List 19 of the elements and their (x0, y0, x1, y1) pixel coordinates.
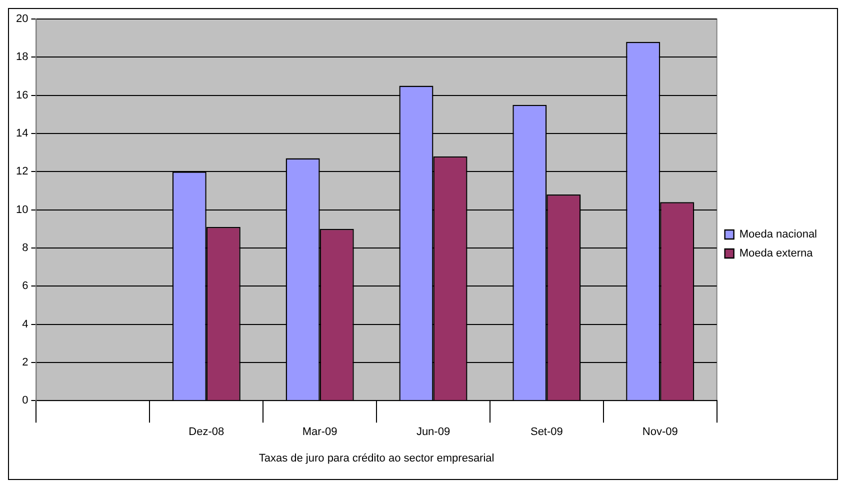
y-tick-label: 8 (22, 242, 28, 254)
y-tick-label: 16 (16, 89, 28, 102)
y-tick-label: 10 (16, 204, 28, 216)
x-tick-label: Jun-09 (416, 426, 450, 438)
y-tick-label: 6 (22, 280, 28, 292)
y-tick-label: 12 (16, 166, 28, 178)
x-tick-label: Nov-09 (642, 426, 678, 438)
legend-label: Moeda nacional (739, 228, 818, 241)
y-tick-label: 18 (16, 51, 28, 64)
legend-label: Moeda externa (739, 248, 814, 260)
y-tick-label: 0 (22, 394, 28, 407)
x-axis-title: Taxas de juro para crédito ao sector empresarial (258, 452, 494, 464)
x-tick-label: Dez-08 (188, 426, 224, 438)
y-tick-label: 20 (16, 13, 28, 26)
y-tick-label: 4 (22, 318, 28, 330)
x-tick-label: Mar-09 (302, 426, 338, 438)
y-tick-label: 14 (16, 128, 28, 140)
y-tick-label: 2 (22, 356, 28, 368)
x-tick-label: Set-09 (530, 426, 563, 438)
